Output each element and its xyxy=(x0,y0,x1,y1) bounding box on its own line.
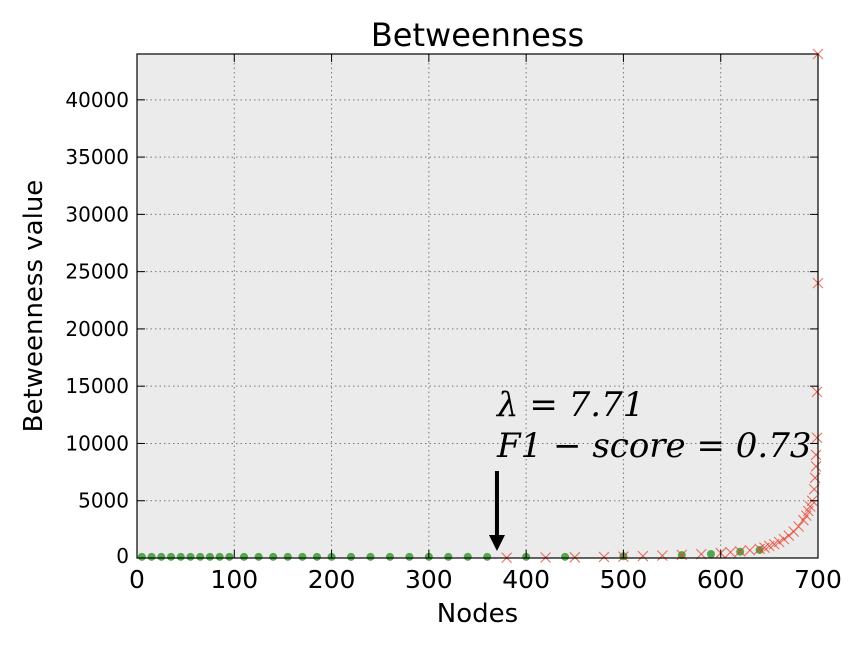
data-point-x-marker xyxy=(598,551,610,563)
data-point-circle-marker xyxy=(186,552,195,561)
annotation-f1-score: F1 − score = 0.73 xyxy=(496,426,811,466)
data-point-x-marker xyxy=(793,521,804,532)
data-point-x-marker xyxy=(725,546,736,558)
data-point-circle-marker xyxy=(561,552,570,561)
y-tick-label: 30000 xyxy=(65,202,129,226)
data-point-circle-marker xyxy=(215,552,224,561)
data-point-circle-marker xyxy=(483,552,492,561)
data-point-circle-marker xyxy=(312,552,321,561)
data-point-circle-marker xyxy=(463,552,472,561)
data-point-circle-marker xyxy=(444,552,453,561)
y-tick-label: 15000 xyxy=(65,374,129,398)
y-tick-label: 10000 xyxy=(65,431,129,455)
arrow-head xyxy=(488,535,505,551)
data-point-circle-marker xyxy=(196,552,205,561)
annotation-lambda: λ = 7.71 xyxy=(495,385,644,425)
x-tick-label: 600 xyxy=(697,565,745,594)
data-point-circle-marker xyxy=(366,552,375,561)
x-tick-label: 400 xyxy=(502,565,550,594)
data-point-circle-marker xyxy=(385,552,394,561)
data-point-circle-marker xyxy=(225,552,234,561)
data-point-circle-marker xyxy=(347,552,356,561)
data-point-x-marker xyxy=(637,550,649,562)
data-point-circle-marker xyxy=(147,552,156,561)
y-tick-label: 40000 xyxy=(65,88,129,112)
data-point-circle-marker xyxy=(254,552,263,561)
y-tick-label: 25000 xyxy=(65,260,129,284)
x-tick-label: 300 xyxy=(405,565,453,594)
x-axis-label: Nodes xyxy=(437,599,518,629)
data-point-circle-marker xyxy=(298,552,307,561)
data-point-circle-marker xyxy=(205,552,214,561)
annotation-arrow xyxy=(488,471,505,551)
x-tick-label: 100 xyxy=(210,565,258,594)
data-point-circle-marker xyxy=(405,552,414,561)
x-tick-label: 500 xyxy=(600,565,648,594)
data-point-x-marker xyxy=(773,536,785,548)
data-point-x-marker xyxy=(734,545,746,557)
data-point-circle-marker xyxy=(176,552,185,561)
data-point-x-marker xyxy=(804,501,816,512)
data-point-x-marker xyxy=(744,544,756,556)
data-point-x-marker xyxy=(783,530,795,542)
data-point-circle-marker xyxy=(283,552,292,561)
y-tick-label: 35000 xyxy=(65,145,129,169)
data-point-x-marker xyxy=(569,551,581,563)
data-point-x-marker xyxy=(798,514,809,526)
plot-background xyxy=(137,54,818,558)
x-tick-label: 700 xyxy=(794,565,842,594)
y-tick-label: 20000 xyxy=(65,317,129,341)
data-point-circle-marker xyxy=(157,552,166,561)
data-point-x-marker xyxy=(810,449,822,461)
data-point-x-marker xyxy=(811,432,823,444)
data-point-circle-marker xyxy=(240,552,249,561)
data-point-x-marker xyxy=(810,460,822,472)
data-series xyxy=(137,48,824,564)
data-point-x-marker xyxy=(811,386,823,398)
data-point-circle-marker xyxy=(167,552,176,561)
y-tick-label: 5000 xyxy=(78,489,129,513)
plot-frame xyxy=(136,53,819,559)
x-tick-label: 0 xyxy=(129,565,145,594)
data-point-x-marker xyxy=(656,550,668,561)
chart-title: Betweenness xyxy=(371,16,584,54)
x-tick-label: 200 xyxy=(308,565,356,594)
data-point-circle-marker xyxy=(706,549,715,558)
data-point-circle-marker xyxy=(755,545,764,554)
axis-ticks: 0 100 200 300 400 500 600 700 5000 10000 15000 2000… xyxy=(65,54,842,594)
data-point-circle-marker xyxy=(137,552,146,561)
y-axis-label: Betweenness value xyxy=(19,180,49,433)
data-point-x-marker xyxy=(778,533,790,545)
y-tick-label-zero: 0 xyxy=(116,544,129,568)
data-point-circle-marker xyxy=(269,552,278,561)
